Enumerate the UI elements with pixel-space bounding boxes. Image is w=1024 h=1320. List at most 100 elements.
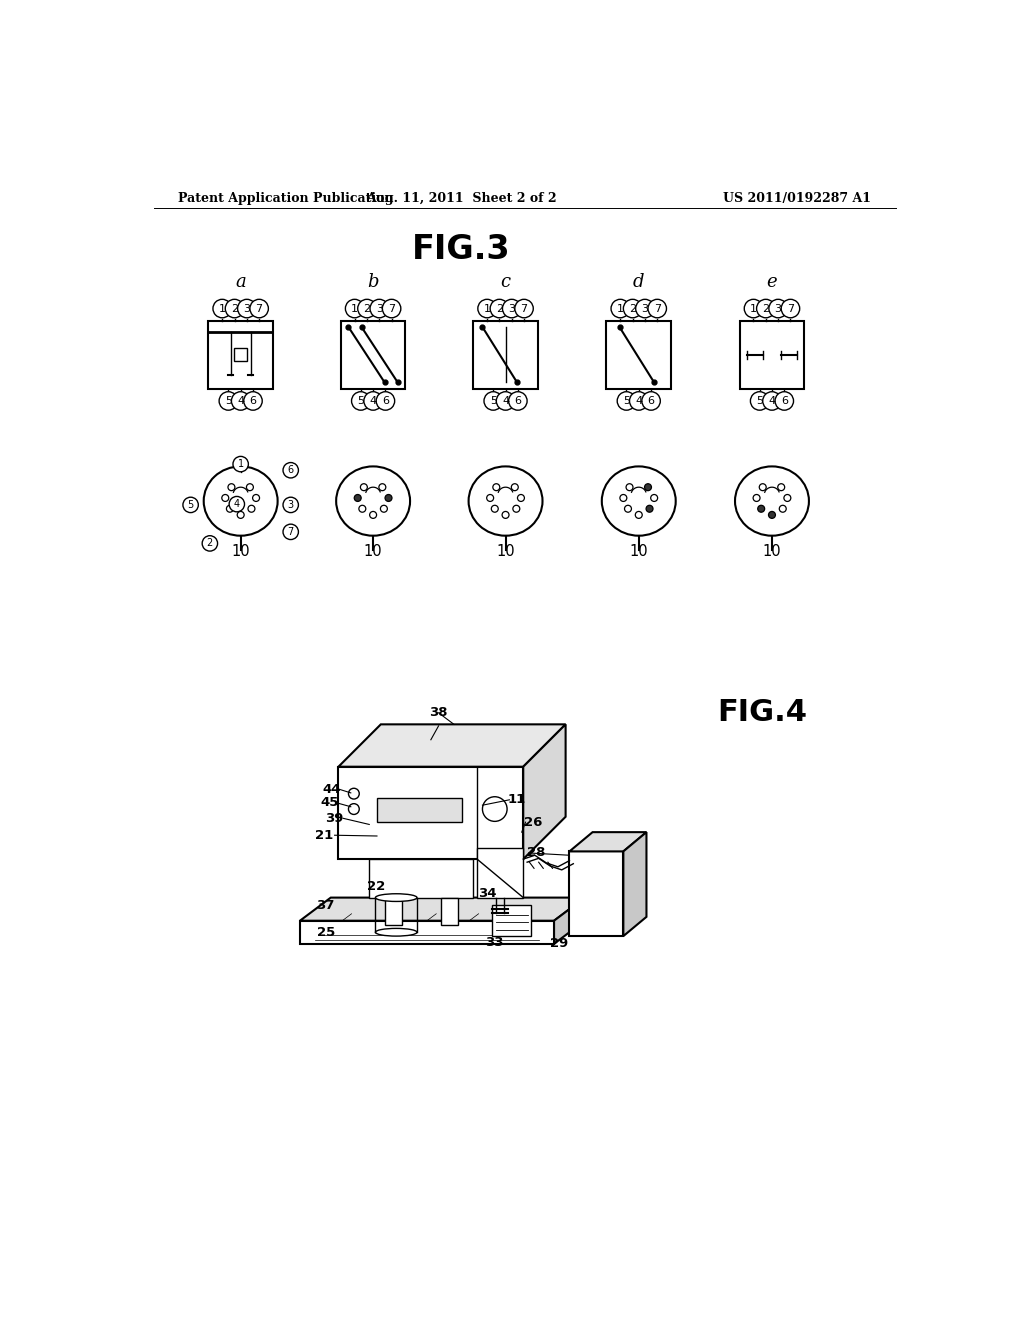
Circle shape [751, 392, 769, 411]
Circle shape [758, 506, 765, 512]
Text: 29: 29 [550, 937, 567, 950]
Text: c: c [501, 273, 511, 290]
Text: 5: 5 [357, 396, 365, 407]
Text: 5: 5 [623, 396, 630, 407]
Circle shape [626, 483, 633, 491]
Text: 2: 2 [496, 304, 503, 314]
Text: 7: 7 [653, 304, 660, 314]
Circle shape [502, 511, 509, 519]
Text: 45: 45 [321, 796, 338, 809]
Text: 7: 7 [288, 527, 294, 537]
Ellipse shape [602, 466, 676, 536]
Text: d: d [633, 273, 644, 290]
Text: 44: 44 [323, 783, 341, 796]
Circle shape [492, 506, 499, 512]
Bar [493, 906, 531, 936]
Circle shape [226, 506, 233, 512]
Circle shape [486, 495, 494, 502]
Text: 6: 6 [250, 396, 256, 407]
Polygon shape [624, 832, 646, 936]
Circle shape [238, 300, 256, 318]
Circle shape [753, 495, 760, 502]
Circle shape [253, 495, 259, 502]
Text: 5: 5 [756, 396, 763, 407]
Text: Patent Application Publication: Patent Application Publication [178, 191, 394, 205]
Circle shape [385, 495, 392, 502]
Circle shape [511, 483, 518, 491]
Bar [377, 797, 462, 822]
Text: 28: 28 [527, 846, 546, 859]
Circle shape [644, 483, 651, 491]
Circle shape [351, 392, 370, 411]
Circle shape [768, 511, 775, 519]
Ellipse shape [735, 466, 809, 536]
Circle shape [231, 392, 250, 411]
Text: 3: 3 [508, 304, 515, 314]
Bar [606, 321, 671, 388]
Text: 34: 34 [478, 887, 497, 900]
Circle shape [219, 392, 238, 411]
Text: 21: 21 [315, 829, 334, 842]
Circle shape [250, 300, 268, 318]
Bar [441, 898, 458, 924]
Bar [370, 859, 473, 898]
Circle shape [478, 300, 497, 318]
Text: 5: 5 [187, 500, 194, 510]
Text: 1: 1 [351, 304, 358, 314]
Text: 3: 3 [288, 500, 294, 510]
Ellipse shape [376, 928, 417, 936]
Text: 1: 1 [483, 304, 490, 314]
Circle shape [503, 300, 521, 318]
Circle shape [617, 392, 636, 411]
Text: 10: 10 [364, 544, 382, 558]
Circle shape [370, 511, 377, 519]
Circle shape [648, 300, 667, 318]
Circle shape [283, 524, 298, 540]
Text: 2: 2 [364, 304, 371, 314]
Text: 25: 25 [317, 925, 335, 939]
Text: 10: 10 [630, 544, 648, 558]
Text: 3: 3 [244, 304, 250, 314]
Circle shape [757, 300, 775, 318]
Circle shape [358, 506, 366, 512]
Text: 7: 7 [520, 304, 527, 314]
Circle shape [775, 392, 794, 411]
Text: 2: 2 [231, 304, 238, 314]
Circle shape [620, 495, 627, 502]
Circle shape [493, 483, 500, 491]
Circle shape [233, 457, 249, 471]
Text: 3: 3 [641, 304, 648, 314]
Text: 37: 37 [316, 899, 335, 912]
Text: 38: 38 [429, 706, 447, 719]
Circle shape [376, 392, 394, 411]
Text: 6: 6 [647, 396, 654, 407]
Circle shape [642, 392, 660, 411]
Text: 39: 39 [326, 812, 344, 825]
Circle shape [744, 300, 763, 318]
Text: 1: 1 [750, 304, 757, 314]
Circle shape [625, 506, 632, 512]
Text: 7: 7 [388, 304, 395, 314]
Text: 10: 10 [763, 544, 781, 558]
Text: 10: 10 [497, 544, 515, 558]
Text: e: e [767, 273, 777, 290]
Text: 5: 5 [225, 396, 231, 407]
Ellipse shape [376, 894, 417, 902]
Ellipse shape [204, 466, 278, 536]
Bar [385, 898, 401, 924]
Text: 4: 4 [768, 396, 775, 407]
Text: 6: 6 [382, 396, 389, 407]
Text: 1: 1 [616, 304, 624, 314]
Bar [341, 321, 406, 388]
Circle shape [248, 506, 255, 512]
Circle shape [238, 511, 244, 519]
Text: Aug. 11, 2011  Sheet 2 of 2: Aug. 11, 2011 Sheet 2 of 2 [367, 191, 557, 205]
Circle shape [202, 536, 217, 552]
Polygon shape [569, 832, 646, 851]
Circle shape [364, 392, 382, 411]
Circle shape [784, 495, 791, 502]
Circle shape [779, 506, 786, 512]
Text: 2: 2 [207, 539, 213, 548]
Circle shape [513, 506, 520, 512]
Text: US 2011/0192287 A1: US 2011/0192287 A1 [723, 191, 871, 205]
